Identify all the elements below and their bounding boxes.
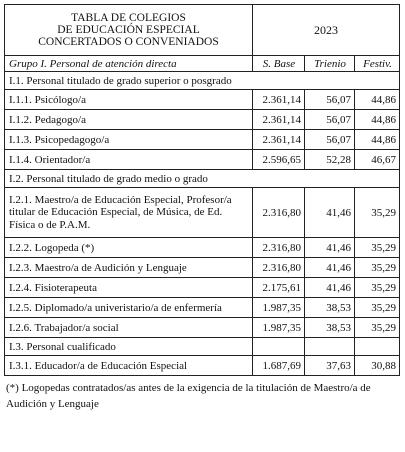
cell-festiv: 35,29 <box>354 237 400 258</box>
cell-festiv: 35,29 <box>354 317 400 338</box>
section-row: I.3. Personal cualificado <box>4 337 400 356</box>
table-row: I.2.6. Trabajador/a social 1.987,35 38,5… <box>4 317 400 338</box>
cell-trienio: 41,46 <box>304 257 355 278</box>
blank-cell <box>304 337 355 356</box>
year-header: 2023 <box>252 4 400 56</box>
row-label: I.1.3. Psicopedagogo/a <box>4 129 253 150</box>
cell-trienio: 38,53 <box>304 297 355 318</box>
cell-base: 2.596,65 <box>252 149 305 170</box>
table-row: I.2.4. Fisioterapeuta 2.175,61 41,46 35,… <box>4 277 400 298</box>
table-title: TABLA DE COLEGIOS DE EDUCACIÓN ESPECIAL … <box>4 4 253 56</box>
cell-base: 2.316,80 <box>252 257 305 278</box>
cell-festiv: 35,29 <box>354 257 400 278</box>
cell-base: 2.361,14 <box>252 109 305 130</box>
section-row: I.1. Personal titulado de grado superior… <box>4 71 400 90</box>
section-label: I.2. Personal titulado de grado medio o … <box>4 169 400 188</box>
cell-trienio: 52,28 <box>304 149 355 170</box>
row-label: I.2.6. Trabajador/a social <box>4 317 253 338</box>
document: TABLA DE COLEGIOS DE EDUCACIÓN ESPECIAL … <box>4 4 400 412</box>
blank-cell <box>354 337 400 356</box>
table-row: I.2.5. Diplomado/a univeristario/a de en… <box>4 297 400 318</box>
row-label: I.1.2. Pedagogo/a <box>4 109 253 130</box>
section-row: I.2. Personal titulado de grado medio o … <box>4 169 400 188</box>
table-row: I.1.2. Pedagogo/a 2.361,14 56,07 44,86 <box>4 109 400 130</box>
footnote: (*) Logopedas contratados/as antes de la… <box>6 382 371 410</box>
cell-trienio: 56,07 <box>304 129 355 150</box>
title-line: CONCERTADOS O CONVENIADOS <box>38 36 219 48</box>
table-row: I.2.3. Maestro/a de Audición y Lenguaje … <box>4 257 400 278</box>
group-label: Grupo I. Personal de atención directa <box>4 55 253 72</box>
section-label: I.1. Personal titulado de grado superior… <box>4 71 400 90</box>
row-label: I.2.1. Maestro/a de Educación Especial, … <box>4 187 253 238</box>
title-line: TABLA DE COLEGIOS <box>71 12 186 24</box>
cell-trienio: 41,46 <box>304 277 355 298</box>
cell-base: 2.316,80 <box>252 187 305 238</box>
cell-base: 1.687,69 <box>252 355 305 376</box>
cell-festiv: 35,29 <box>354 277 400 298</box>
cell-festiv: 35,29 <box>354 297 400 318</box>
row-label: I.2.2. Logopeda (*) <box>4 237 253 258</box>
col-header-trienio: Trienio <box>304 55 355 72</box>
section-label: I.3. Personal cualificado <box>4 337 253 356</box>
cell-festiv: 35,29 <box>354 187 400 238</box>
cell-base: 2.175,61 <box>252 277 305 298</box>
row-label: I.2.5. Diplomado/a univeristario/a de en… <box>4 297 253 318</box>
row-label: I.2.3. Maestro/a de Audición y Lenguaje <box>4 257 253 278</box>
table-row: I.1.4. Orientador/a 2.596,65 52,28 46,67 <box>4 149 400 170</box>
cell-festiv: 44,86 <box>354 109 400 130</box>
row-label: I.1.1. Psicólogo/a <box>4 89 253 110</box>
cell-base: 1.987,35 <box>252 297 305 318</box>
col-header-festiv: Festiv. <box>354 55 400 72</box>
salary-table: TABLA DE COLEGIOS DE EDUCACIÓN ESPECIAL … <box>4 4 400 376</box>
row-label: I.1.4. Orientador/a <box>4 149 253 170</box>
table-row: I.1.3. Psicopedagogo/a 2.361,14 56,07 44… <box>4 129 400 150</box>
table-row: I.3.1. Educador/a de Educación Especial … <box>4 355 400 376</box>
cell-festiv: 44,86 <box>354 89 400 110</box>
table-header-row: TABLA DE COLEGIOS DE EDUCACIÓN ESPECIAL … <box>4 4 400 56</box>
table-row: I.2.2. Logopeda (*) 2.316,80 41,46 35,29 <box>4 237 400 258</box>
cell-base: 2.361,14 <box>252 129 305 150</box>
cell-base: 2.361,14 <box>252 89 305 110</box>
cell-festiv: 44,86 <box>354 129 400 150</box>
cell-trienio: 41,46 <box>304 237 355 258</box>
cell-trienio: 37,63 <box>304 355 355 376</box>
cell-trienio: 56,07 <box>304 89 355 110</box>
table-row: I.2.1. Maestro/a de Educación Especial, … <box>4 187 400 238</box>
row-label: I.3.1. Educador/a de Educación Especial <box>4 355 253 376</box>
col-header-base: S. Base <box>252 55 305 72</box>
row-label: I.2.4. Fisioterapeuta <box>4 277 253 298</box>
cell-festiv: 46,67 <box>354 149 400 170</box>
cell-festiv: 30,88 <box>354 355 400 376</box>
cell-base: 1.987,35 <box>252 317 305 338</box>
blank-cell <box>252 337 305 356</box>
column-header-row: Grupo I. Personal de atención directa S.… <box>4 55 400 72</box>
cell-trienio: 38,53 <box>304 317 355 338</box>
cell-trienio: 41,46 <box>304 187 355 238</box>
cell-trienio: 56,07 <box>304 109 355 130</box>
cell-base: 2.316,80 <box>252 237 305 258</box>
table-row: I.1.1. Psicólogo/a 2.361,14 56,07 44,86 <box>4 89 400 110</box>
title-line: DE EDUCACIÓN ESPECIAL <box>57 24 200 36</box>
